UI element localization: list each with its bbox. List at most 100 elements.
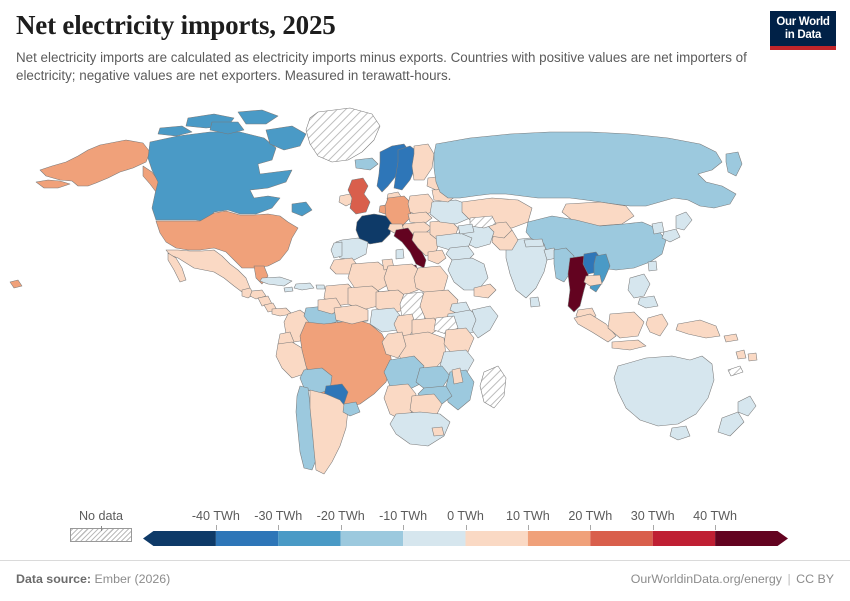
legend-bin-9[interactable]	[715, 531, 778, 546]
legend-gradient-bar[interactable]	[143, 531, 788, 546]
country-panama[interactable]	[272, 308, 292, 316]
country-ireland[interactable]	[339, 194, 354, 206]
country-west-africa-coast[interactable]	[334, 305, 368, 324]
country-hispaniola[interactable]	[294, 283, 314, 290]
legend-bin-4[interactable]	[403, 531, 466, 546]
footer-links: OurWorldinData.org/energy | CC BY	[631, 572, 834, 586]
legend-tick-label-5: 10 TWh	[505, 509, 550, 523]
legend-bin-arrow-right[interactable]	[777, 531, 788, 546]
legend-bin-1[interactable]	[215, 531, 279, 546]
legend-tick-label-6: 20 TWh	[568, 509, 613, 523]
country-philippines[interactable]	[628, 274, 650, 298]
country-australia[interactable]	[614, 356, 714, 426]
legend-no-data-label: No data	[78, 509, 124, 523]
country-papua-new-guinea[interactable]	[676, 320, 720, 338]
license-link[interactable]: CC BY	[796, 572, 834, 586]
country-indonesia-borneo[interactable]	[608, 312, 644, 338]
country-vanuatu[interactable]	[736, 350, 746, 359]
map-legend: No data -40 TWh -30 TWh -20 TWh -10 TWh 0 TW…	[0, 505, 850, 555]
country-yemen-oman[interactable]	[474, 284, 496, 298]
country-algeria[interactable]	[348, 262, 388, 294]
country-indonesia-java[interactable]	[612, 340, 646, 350]
country-jamaica[interactable]	[284, 287, 293, 292]
country-saudi-arabia[interactable]	[448, 258, 488, 290]
legend-bin-5[interactable]	[465, 531, 528, 546]
country-car[interactable]	[412, 318, 440, 336]
country-united-kingdom[interactable]	[348, 178, 370, 214]
country-cambodia[interactable]	[584, 275, 602, 286]
country-fiji[interactable]	[748, 353, 757, 361]
legend-bin-2[interactable]	[278, 531, 341, 546]
owid-logo-line1: Our World	[776, 16, 830, 28]
country-canada-baffin[interactable]	[266, 126, 306, 150]
country-gabon-congo[interactable]	[382, 332, 406, 358]
country-iceland[interactable]	[355, 158, 378, 170]
country-tasmania[interactable]	[670, 426, 690, 440]
country-nepal[interactable]	[524, 239, 544, 247]
country-indonesia-sumatra[interactable]	[574, 314, 616, 342]
country-new-caledonia[interactable]	[728, 366, 743, 376]
country-philippines-south[interactable]	[638, 296, 658, 308]
country-madagascar[interactable]	[480, 366, 506, 408]
country-solomon-islands[interactable]	[724, 334, 738, 342]
country-new-zealand-south[interactable]	[718, 412, 744, 436]
country-lesotho[interactable]	[432, 427, 444, 436]
legend-no-data-entry[interactable]: No data	[68, 510, 134, 542]
country-bolivia[interactable]	[300, 368, 332, 394]
country-baja-california[interactable]	[168, 253, 186, 282]
country-aleutians[interactable]	[36, 180, 70, 188]
country-uganda-kenya[interactable]	[444, 328, 474, 354]
country-cuba[interactable]	[260, 277, 292, 286]
country-canada-arctic-3[interactable]	[158, 126, 192, 136]
country-ukraine[interactable]	[430, 200, 472, 224]
country-caucasus[interactable]	[458, 224, 474, 234]
map-countries	[10, 108, 757, 474]
world-choropleth-map[interactable]	[0, 98, 850, 498]
country-czech-slovakia[interactable]	[408, 212, 432, 224]
legend-bin-0[interactable]	[153, 531, 216, 546]
country-korea[interactable]	[652, 222, 664, 234]
country-portugal[interactable]	[331, 242, 342, 258]
country-uruguay[interactable]	[343, 402, 360, 416]
country-indonesia-sulawesi[interactable]	[646, 314, 668, 336]
legend-bin-7[interactable]	[590, 531, 653, 546]
country-sri-lanka[interactable]	[530, 297, 540, 307]
country-canada-arctic-2[interactable]	[238, 110, 278, 124]
country-hawaii[interactable]	[10, 280, 22, 288]
owid-logo[interactable]: Our World in Data	[770, 11, 836, 50]
country-angola[interactable]	[384, 356, 424, 392]
legend-tick-mark-6	[590, 525, 592, 530]
country-france[interactable]	[356, 214, 392, 244]
country-canada-victoria[interactable]	[210, 122, 244, 134]
country-russia[interactable]	[434, 132, 736, 208]
country-malawi[interactable]	[452, 368, 463, 384]
legend-tick-mark-1	[278, 525, 280, 530]
site-url-link[interactable]: OurWorldinData.org/energy	[630, 572, 782, 586]
country-finland[interactable]	[412, 144, 434, 180]
country-japan[interactable]	[676, 212, 692, 230]
country-kamchatka[interactable]	[726, 152, 742, 176]
country-somalia[interactable]	[472, 306, 498, 338]
country-japan-south[interactable]	[662, 229, 680, 242]
country-alaska[interactable]	[40, 140, 150, 186]
country-new-zealand-north[interactable]	[738, 396, 756, 416]
country-sardinia[interactable]	[396, 249, 404, 259]
country-united-states[interactable]	[156, 211, 298, 268]
legend-bin-6[interactable]	[527, 531, 591, 546]
country-greenland[interactable]	[306, 108, 380, 162]
country-puerto-rico[interactable]	[316, 285, 325, 289]
country-south-africa[interactable]	[390, 412, 450, 446]
legend-bin-3[interactable]	[340, 531, 404, 546]
country-taiwan[interactable]	[648, 261, 657, 271]
country-canada-newfoundland[interactable]	[292, 202, 312, 216]
country-argentina[interactable]	[310, 390, 348, 474]
country-egypt[interactable]	[414, 266, 448, 294]
legend-tick-mark-7	[652, 525, 654, 530]
legend-bin-arrow-left[interactable]	[143, 531, 154, 546]
legend-bin-8[interactable]	[652, 531, 716, 546]
country-canada[interactable]	[148, 132, 292, 222]
legend-color-scale[interactable]: -40 TWh -30 TWh -20 TWh -10 TWh 0 TWh 10 TWh 2…	[143, 510, 788, 552]
country-greece[interactable]	[428, 250, 446, 264]
legend-tick-label-8: 40 TWh	[693, 509, 738, 523]
country-libya[interactable]	[384, 264, 422, 296]
